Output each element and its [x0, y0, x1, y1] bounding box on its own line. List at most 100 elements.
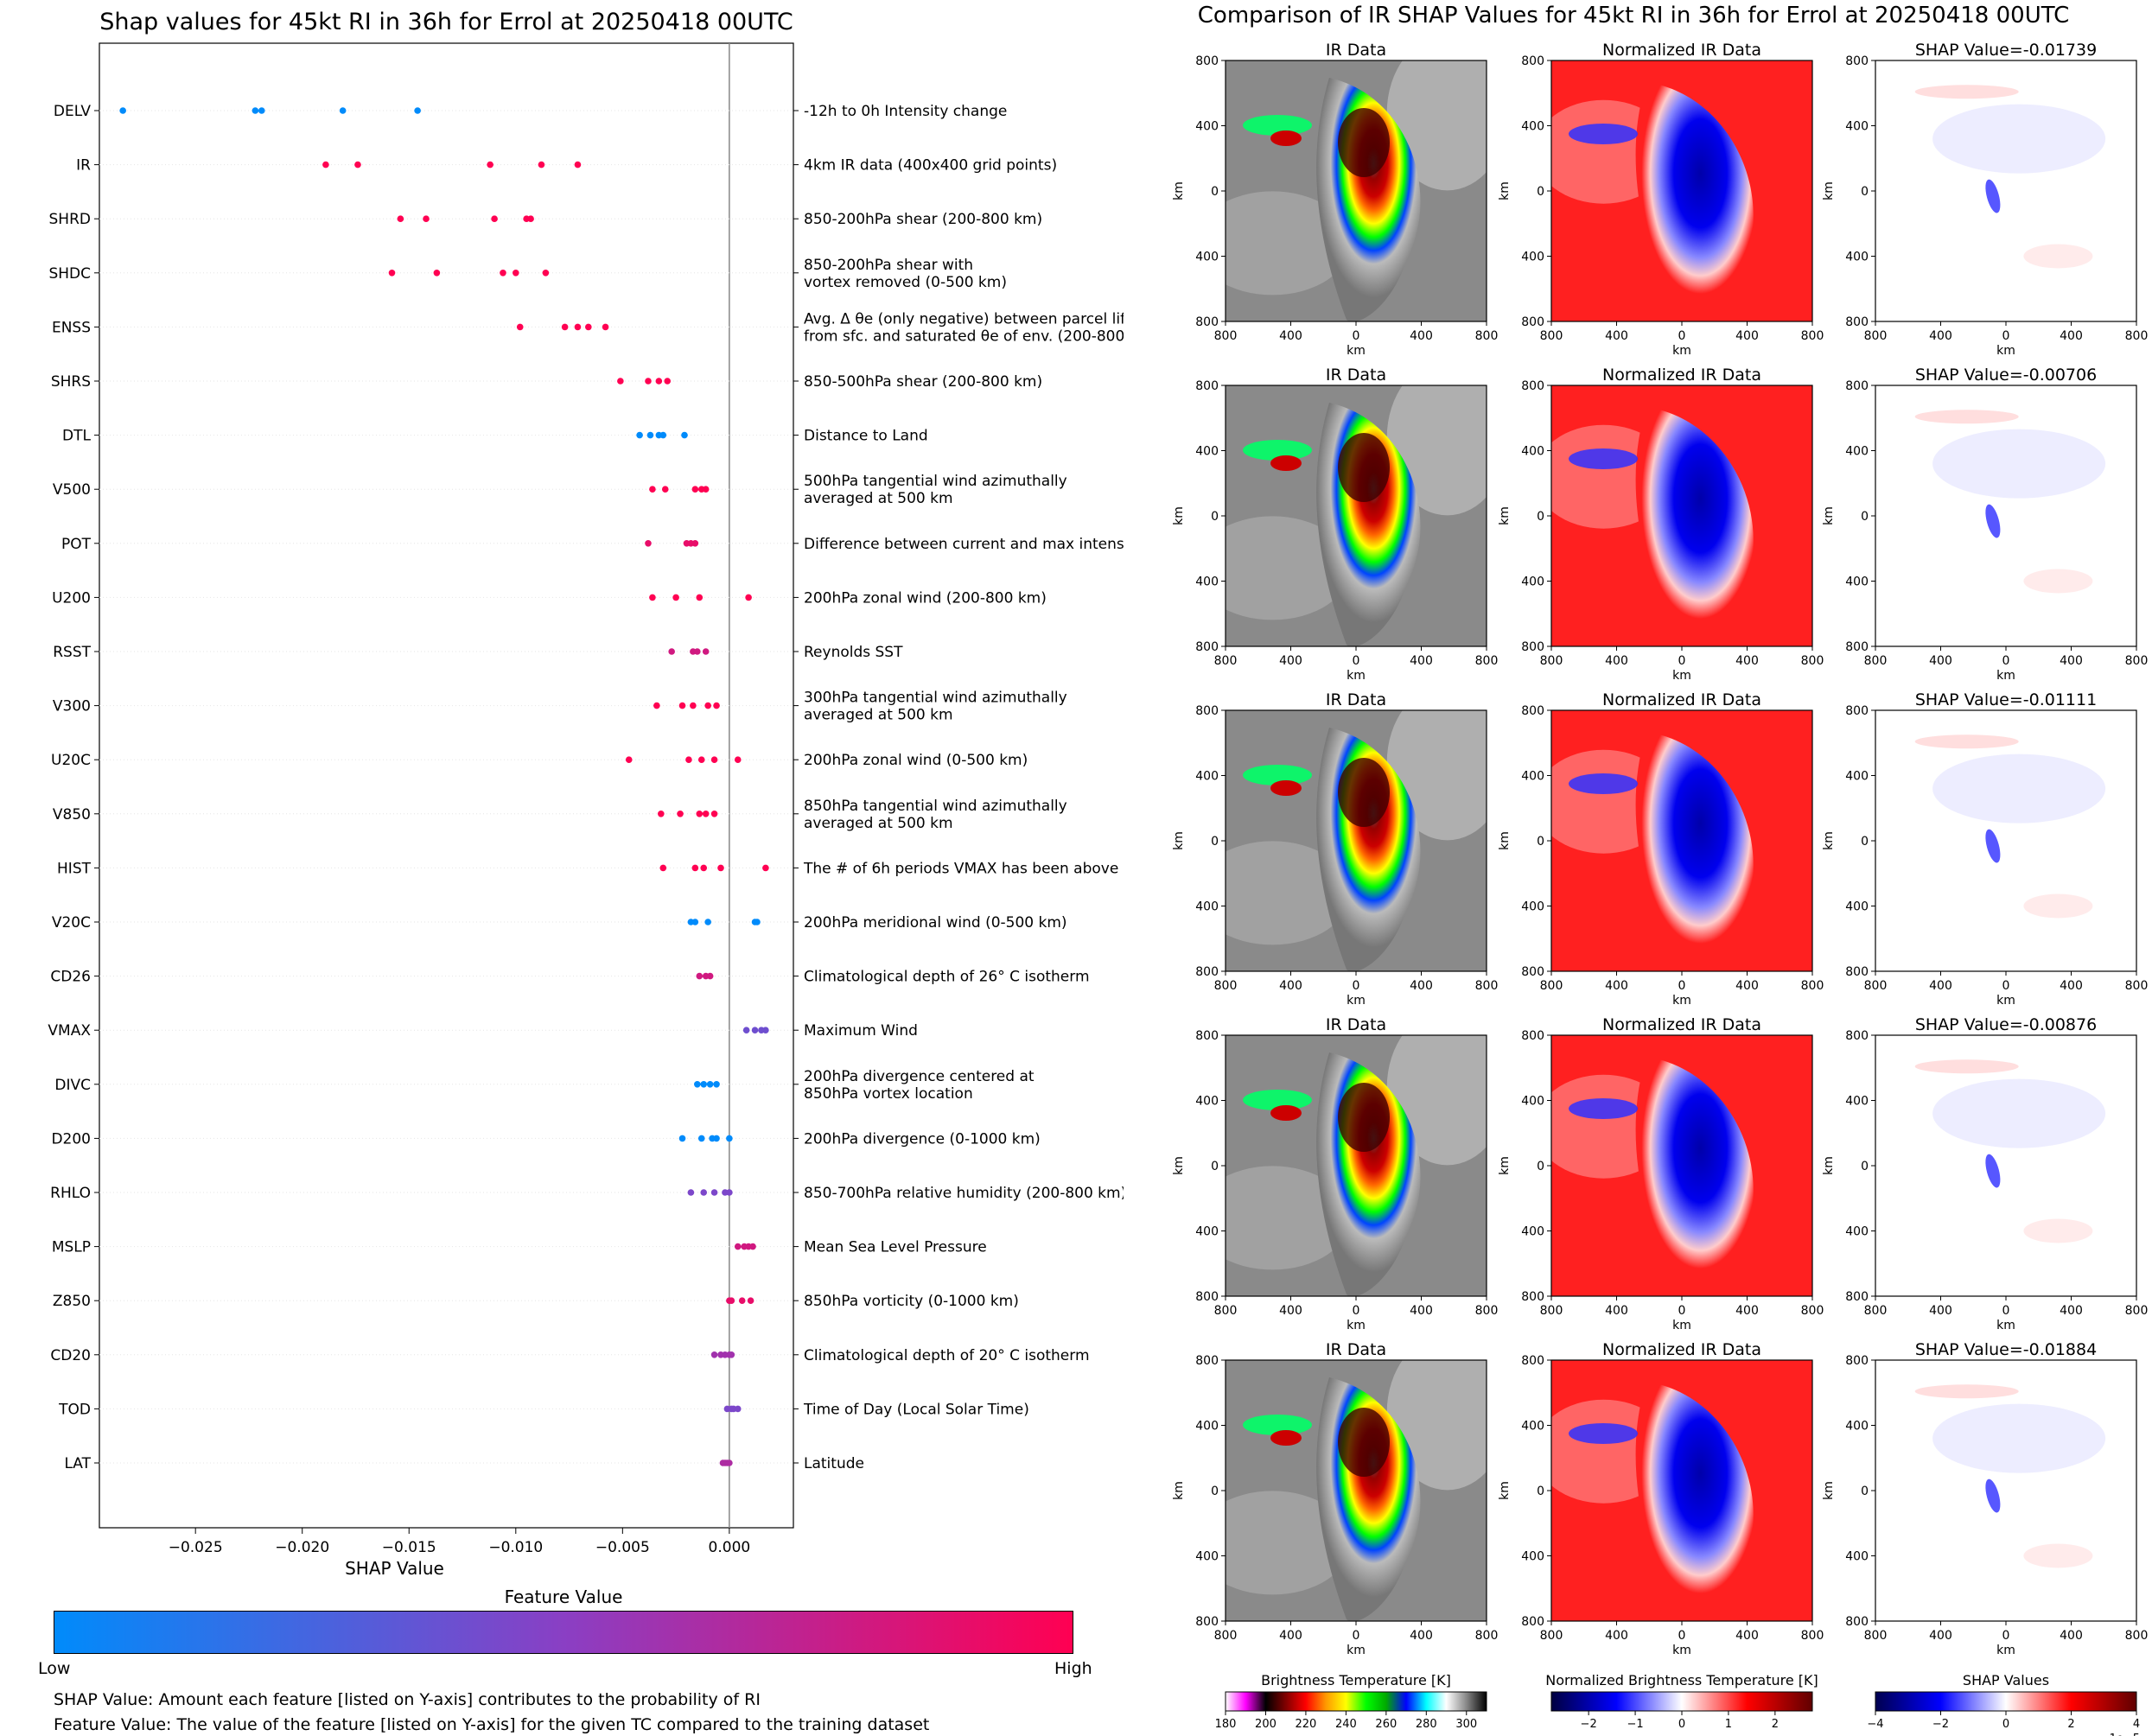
shap-point — [649, 486, 656, 493]
y-tick-label: 800 — [1195, 965, 1219, 979]
x-tick-label: 0 — [2002, 979, 2010, 993]
feature-desc-label: Mean Sea Level Pressure — [804, 1239, 987, 1256]
y-tick-label: 800 — [1195, 315, 1219, 329]
shap-point — [625, 756, 633, 763]
y-tick-label: 800 — [1845, 965, 1869, 979]
shap-region — [2023, 1218, 2093, 1243]
feature-desc-label: Latitude — [804, 1455, 864, 1472]
cloud-streak — [1226, 1491, 1351, 1595]
y-tick-label: 800 — [1845, 1615, 1869, 1629]
y-tick-label: 0 — [1211, 185, 1219, 199]
panel-title: SHAP Value=-0.01884 — [1915, 1340, 2097, 1359]
x-tick-label: 400 — [1735, 654, 1759, 668]
y-tick-label: 400 — [1845, 1420, 1869, 1434]
cloud-core — [1270, 1430, 1302, 1446]
x-tick-label: 400 — [1929, 1629, 1952, 1643]
shap-point — [645, 540, 652, 547]
x-axis-label: km — [1347, 344, 1366, 358]
y-axis-label: km — [1498, 506, 1512, 525]
x-tick-label: 400 — [1410, 979, 1433, 993]
cloud-core — [1270, 455, 1302, 471]
y-tick-label: 800 — [1195, 1029, 1219, 1043]
colorbar-tick-label: −4 — [1867, 1718, 1883, 1731]
x-tick-label: 800 — [2125, 1304, 2149, 1318]
x-tick-label: 0 — [1678, 1629, 1686, 1643]
panel-frame — [1875, 385, 2137, 647]
colorbar-tick-label: 2 — [1772, 1718, 1779, 1731]
panel-frame — [1225, 1034, 1487, 1297]
x-tick-label: 0 — [1353, 979, 1360, 993]
colorbar-title: Brightness Temperature [K] — [1261, 1672, 1451, 1688]
cloud-streak — [1386, 710, 1487, 841]
shap-point — [702, 811, 710, 817]
shap-background — [1875, 60, 2136, 321]
x-tick-label: 800 — [1475, 654, 1499, 668]
x-tick-label: 0 — [1353, 1629, 1360, 1643]
x-tick-label: 800 — [2125, 979, 2149, 993]
feature-desc-label: 850-200hPa shear (200-800 km) — [804, 211, 1042, 228]
feature-name-label: IR — [76, 157, 91, 175]
y-axis-label: km — [1822, 1481, 1836, 1500]
x-tick-label: 400 — [1605, 979, 1628, 993]
shap-point — [617, 378, 624, 385]
shap-point — [696, 811, 704, 817]
norm-cloud — [1635, 1057, 1754, 1296]
cloud-streak — [1386, 385, 1487, 516]
ir-background — [1226, 385, 1487, 646]
feature-desc-label: Reynolds SST — [804, 644, 903, 661]
feature-desc-label: The # of 6h periods VMAX has been above … — [803, 860, 1124, 877]
x-axis-label: km — [1996, 344, 2015, 358]
colorbar-tick-label: 2 — [2067, 1718, 2074, 1731]
colorbar-tick-label: 220 — [1296, 1718, 1317, 1731]
norm-band — [1569, 1423, 1638, 1444]
norm-background — [1551, 385, 1812, 646]
colorbar-title: Normalized Brightness Temperature [K] — [1545, 1672, 1818, 1688]
x-tick-label: 400 — [2060, 1629, 2083, 1643]
y-tick-label: 400 — [1845, 1550, 1869, 1564]
feature-name-label: V20C — [52, 914, 91, 932]
panel-image — [1226, 1035, 1487, 1296]
y-tick-label: 400 — [1195, 575, 1219, 589]
panel-title: IR Data — [1326, 41, 1386, 60]
y-tick-label: 800 — [1845, 704, 1869, 718]
shap-point — [696, 972, 704, 980]
y-tick-label: 0 — [1211, 835, 1219, 849]
x-tick-label: 400 — [1735, 1629, 1759, 1643]
shap-region — [1914, 1384, 2019, 1399]
y-tick-label: 400 — [1195, 1420, 1219, 1434]
x-tick-label: 800 — [1475, 1629, 1499, 1643]
panel-title: Normalized IR Data — [1602, 366, 1761, 385]
shap-point — [659, 431, 667, 439]
panel-image — [1551, 1360, 1812, 1621]
feature-name-label: DIVC — [54, 1077, 91, 1094]
y-tick-label: 0 — [1861, 1160, 1869, 1173]
shap-region — [1932, 429, 2106, 499]
shap-point — [354, 161, 361, 169]
shap-point — [527, 215, 534, 222]
feature-name-label: VMAX — [48, 1022, 91, 1040]
panel-frame — [1550, 1034, 1813, 1297]
feature-name-label: SHRS — [51, 373, 91, 391]
panel-title: Normalized IR Data — [1602, 690, 1761, 709]
y-axis-label: km — [1498, 1481, 1512, 1500]
panel-title: SHAP Value=-0.01739 — [1915, 41, 2097, 60]
shap-point — [661, 486, 669, 493]
cloud-streak — [1226, 191, 1351, 296]
panel-image — [1875, 710, 2136, 971]
ir-background — [1226, 60, 1487, 321]
shap-point — [749, 1243, 756, 1250]
shap-point — [728, 1297, 735, 1304]
x-tick-label: 400 — [2060, 1304, 2083, 1318]
shap-point — [602, 323, 609, 331]
panel-frame — [1225, 709, 1487, 972]
cloud-streak — [1226, 516, 1351, 620]
colorbar — [1225, 1691, 1487, 1712]
shap-background — [1875, 1035, 2136, 1296]
panel-frame — [1550, 1359, 1813, 1622]
y-tick-label: 400 — [1521, 900, 1544, 914]
feature-name-label: DTL — [62, 428, 91, 445]
x-tick-label: 0 — [1353, 1304, 1360, 1318]
norm-cloud — [1635, 1382, 1754, 1621]
y-tick-label: 400 — [1195, 900, 1219, 914]
panel-frame — [1875, 1034, 2137, 1297]
